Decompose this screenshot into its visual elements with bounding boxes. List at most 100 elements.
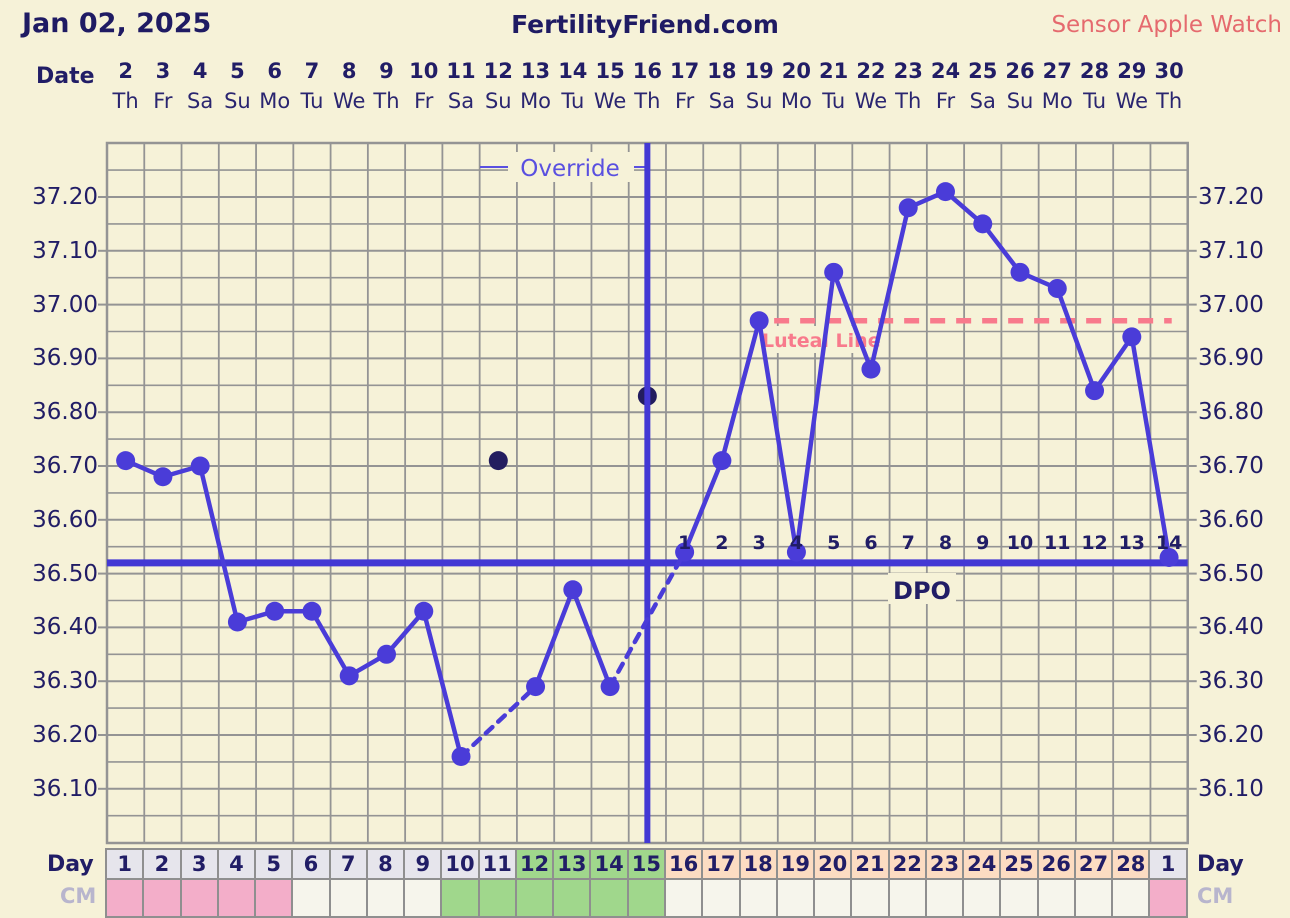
cm-cell-11[interactable]	[477, 878, 517, 918]
cm-cell-10[interactable]	[440, 878, 480, 918]
temp-point-day22[interactable]	[861, 359, 881, 379]
cm-cell-26[interactable]	[1036, 878, 1076, 918]
day-cell-25[interactable]: 25	[999, 848, 1039, 880]
cm-cell-21[interactable]	[850, 878, 890, 918]
cm-cell-28[interactable]	[1111, 878, 1151, 918]
cm-cell-25[interactable]	[999, 878, 1039, 918]
day-cell-28[interactable]: 28	[1111, 848, 1151, 880]
cm-cell-18[interactable]	[738, 878, 778, 918]
cm-cell-24[interactable]	[962, 878, 1002, 918]
cm-cell-8[interactable]	[365, 878, 406, 918]
temp-segment-18-19	[719, 318, 762, 463]
cm-cell-9[interactable]	[403, 878, 443, 918]
weekday-label-27: Mo	[1041, 89, 1073, 113]
temp-point-day27[interactable]	[1047, 278, 1067, 298]
day-cell-6[interactable]: 6	[291, 848, 331, 880]
temp-point-day23[interactable]	[898, 198, 918, 218]
cm-row-label-right: CM	[1197, 884, 1234, 908]
cm-cell-19[interactable]	[775, 878, 816, 918]
cm-cell-14[interactable]	[589, 878, 629, 918]
day-cell-16[interactable]: 16	[663, 848, 704, 880]
temp-point-day28[interactable]	[1085, 381, 1105, 401]
date-label-13: 13	[520, 59, 551, 83]
day-cell-26[interactable]: 26	[1036, 848, 1076, 880]
cm-cell-13[interactable]	[552, 878, 592, 918]
temp-point-day9[interactable]	[376, 644, 396, 664]
date-label-14: 14	[558, 59, 588, 83]
temp-point-day19[interactable]	[749, 311, 769, 331]
cm-cell-1[interactable]	[105, 878, 145, 918]
cm-cell-6[interactable]	[291, 878, 331, 918]
cm-cell-20[interactable]	[813, 878, 853, 918]
weekday-label-15: We	[593, 89, 627, 113]
weekday-label-24: Fr	[935, 89, 956, 113]
day-cell-24[interactable]: 24	[962, 848, 1002, 880]
day-cell-5[interactable]: 5	[254, 848, 294, 880]
day-cell-3[interactable]: 3	[179, 848, 219, 880]
weekday-label-29: We	[1115, 89, 1149, 113]
day-cell-1[interactable]: 1	[105, 848, 145, 880]
cm-cell-3[interactable]	[179, 878, 219, 918]
temp-point-day29[interactable]	[1122, 327, 1142, 347]
cm-cell-29[interactable]	[1148, 878, 1188, 918]
temp-point-day15[interactable]	[600, 677, 620, 697]
temp-point-day30[interactable]	[1159, 547, 1179, 567]
day-cell-19[interactable]: 19	[775, 848, 816, 880]
temp-point-day2[interactable]	[116, 451, 136, 471]
day-cell-7[interactable]: 7	[328, 848, 368, 880]
cm-cell-17[interactable]	[701, 878, 741, 918]
day-cell-23[interactable]: 23	[924, 848, 965, 880]
temp-point-day24[interactable]	[935, 182, 955, 202]
temp-point-day3[interactable]	[153, 467, 173, 487]
temp-point-day21[interactable]	[824, 262, 844, 282]
temp-point-day18[interactable]	[712, 451, 732, 471]
day-cell-15[interactable]: 15	[626, 848, 666, 880]
day-cell-10[interactable]: 10	[440, 848, 480, 880]
day-cell-27[interactable]: 27	[1073, 848, 1114, 880]
day-cell-4[interactable]: 4	[216, 848, 257, 880]
day-cell-17[interactable]: 17	[701, 848, 741, 880]
temp-point-day7[interactable]	[302, 601, 322, 621]
day-cell-12[interactable]: 12	[514, 848, 555, 880]
temp-point-day10[interactable]	[414, 601, 434, 621]
temp-point-day5[interactable]	[227, 612, 247, 632]
day-cell-next-1[interactable]: 1	[1148, 848, 1188, 880]
day-cell-22[interactable]: 22	[887, 848, 927, 880]
day-cell-20[interactable]: 20	[813, 848, 853, 880]
cm-cell-4[interactable]	[216, 878, 257, 918]
temp-point-day8[interactable]	[339, 666, 359, 686]
temp-point-day4[interactable]	[190, 456, 210, 476]
temp-point-day6[interactable]	[265, 601, 285, 621]
discarded-point-day12[interactable]	[488, 451, 508, 471]
temp-point-day11[interactable]	[451, 747, 471, 767]
day-cell-8[interactable]: 8	[365, 848, 406, 880]
temp-segment-4-5	[197, 463, 240, 625]
date-label-3: 3	[155, 59, 171, 83]
temp-point-day17[interactable]	[675, 542, 695, 562]
cm-cell-23[interactable]	[924, 878, 965, 918]
day-cell-2[interactable]: 2	[142, 848, 182, 880]
y-tick-left-36.40: 36.40	[32, 614, 98, 641]
day-cell-9[interactable]: 9	[403, 848, 443, 880]
day-cell-21[interactable]: 21	[850, 848, 890, 880]
cm-cell-15[interactable]	[626, 878, 666, 918]
cm-cell-16[interactable]	[663, 878, 704, 918]
temp-point-day25[interactable]	[973, 214, 993, 234]
cm-cell-27[interactable]	[1073, 878, 1114, 918]
cm-cell-22[interactable]	[887, 878, 927, 918]
day-cell-18[interactable]: 18	[738, 848, 778, 880]
temp-point-day20[interactable]	[786, 542, 806, 562]
date-label-23: 23	[893, 59, 923, 83]
day-cell-14[interactable]: 14	[589, 848, 629, 880]
cm-cell-12[interactable]	[514, 878, 555, 918]
day-cell-13[interactable]: 13	[552, 848, 592, 880]
temp-point-day13[interactable]	[526, 677, 546, 697]
cm-cell-7[interactable]	[328, 878, 368, 918]
cm-cell-5[interactable]	[254, 878, 294, 918]
date-label-18: 18	[707, 59, 737, 83]
dpo-number-3: 3	[753, 532, 766, 554]
day-cell-11[interactable]: 11	[477, 848, 517, 880]
temp-point-day26[interactable]	[1010, 262, 1030, 282]
cm-cell-2[interactable]	[142, 878, 182, 918]
temp-point-day14[interactable]	[563, 580, 583, 600]
